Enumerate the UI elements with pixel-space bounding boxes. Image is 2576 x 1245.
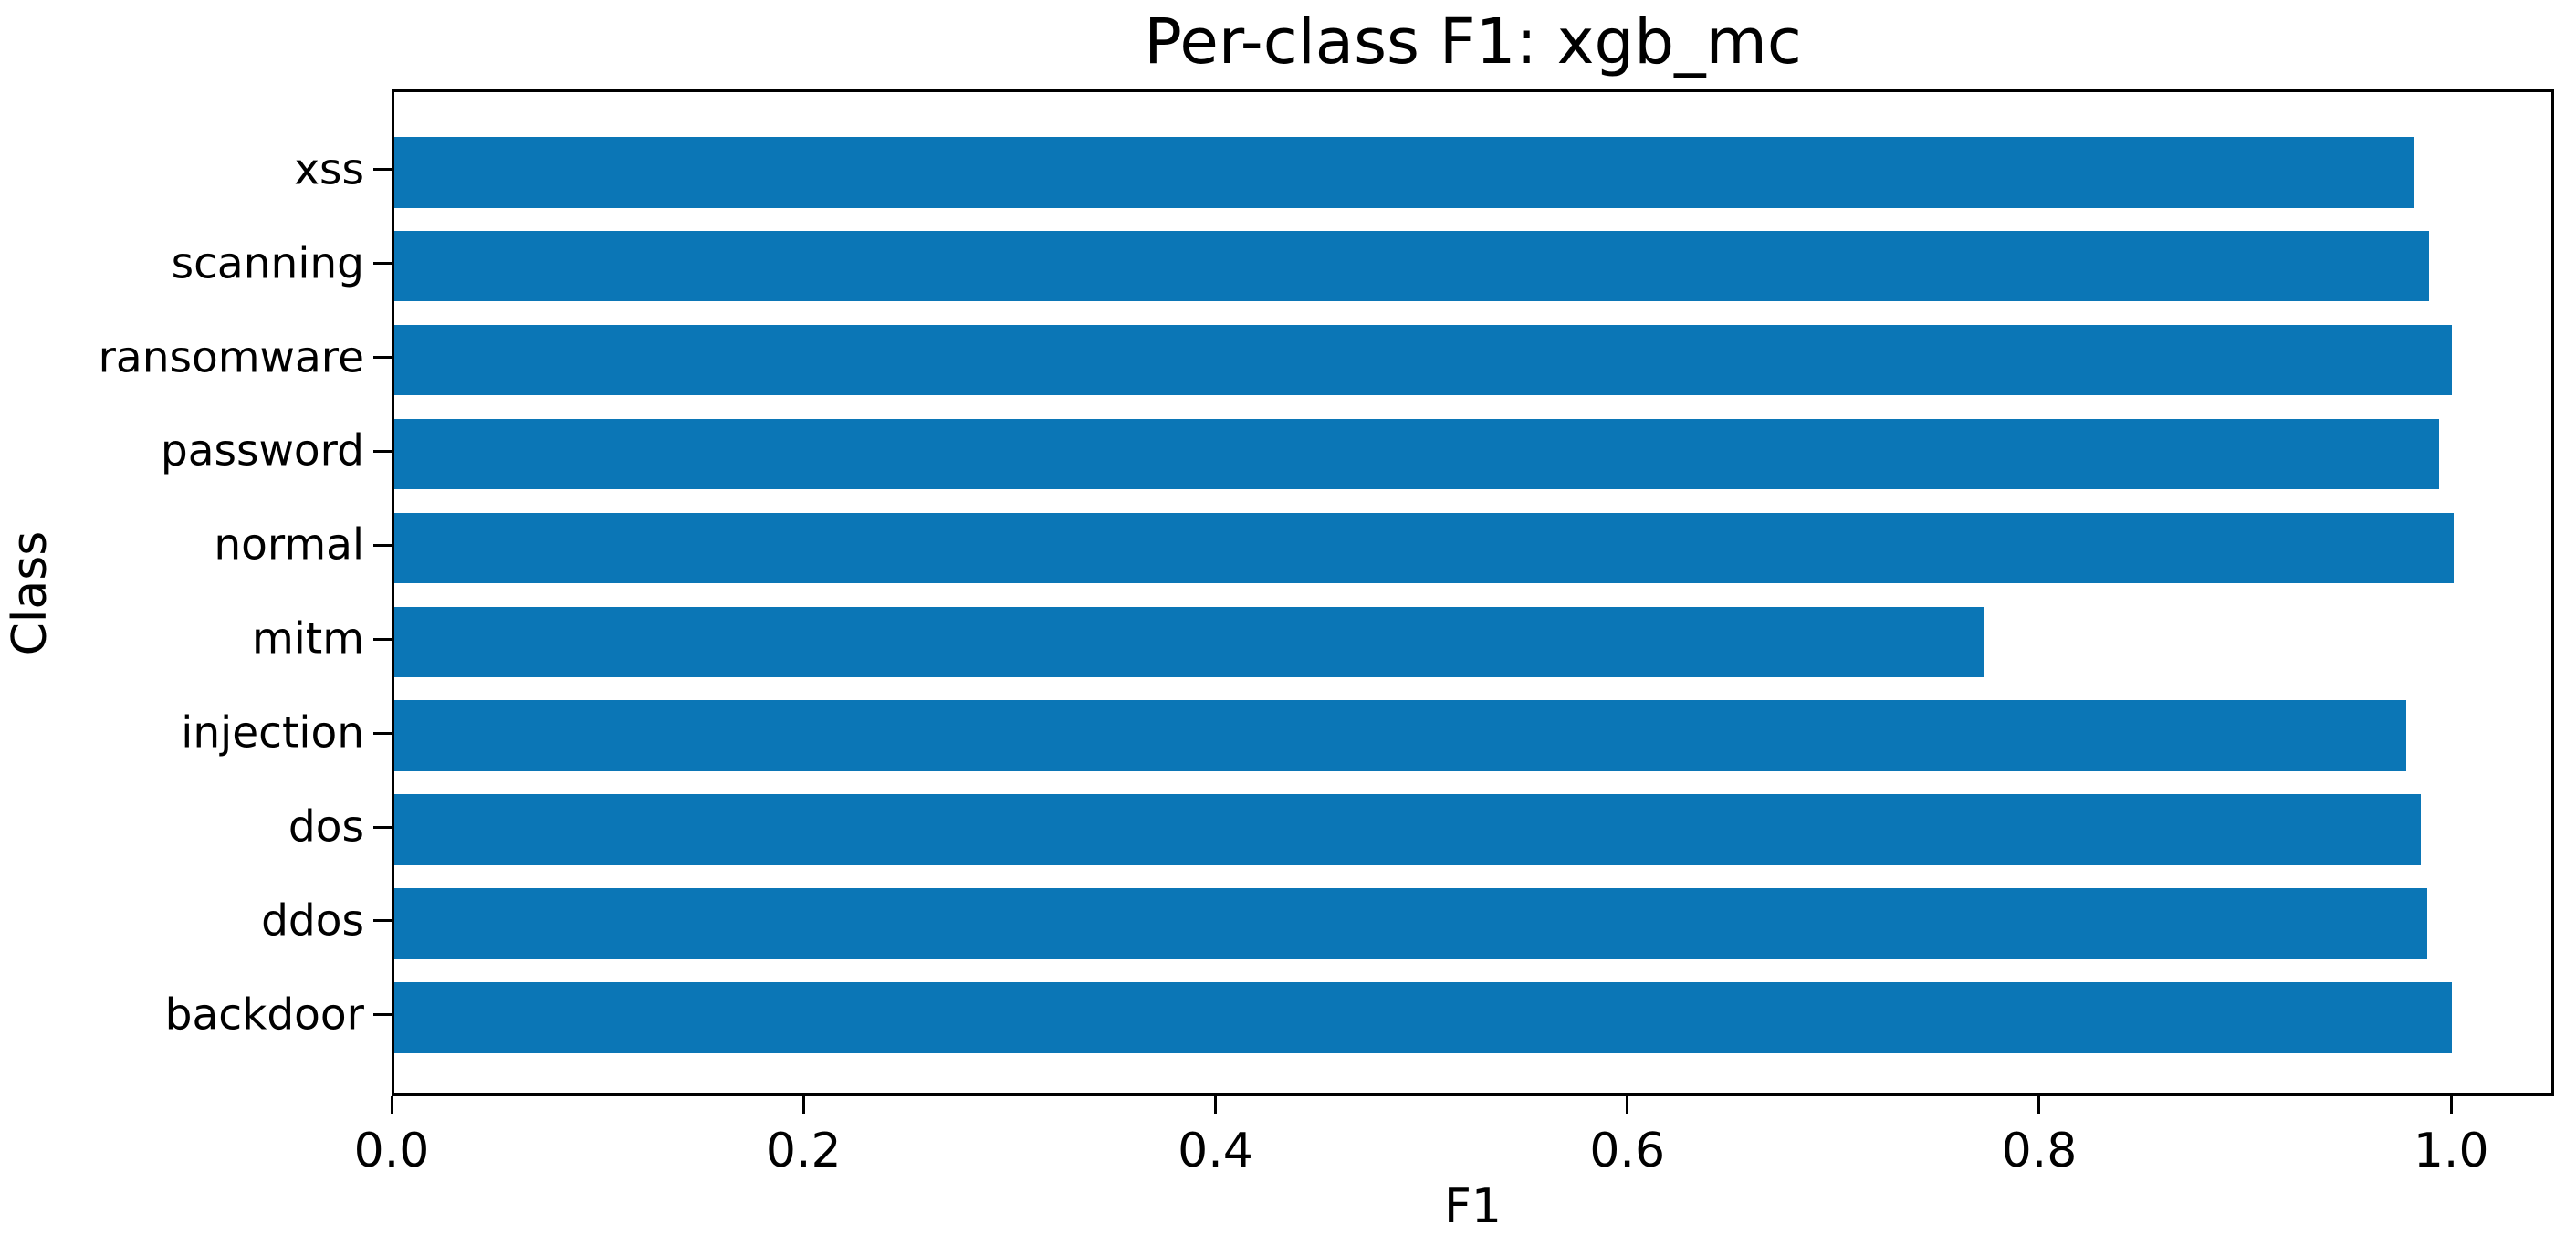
y-tick-mark	[373, 262, 392, 266]
x-tick-mark	[2037, 1096, 2041, 1114]
y-tick-label-ransomware: ransomware	[98, 332, 364, 383]
x-tick-label-0.2: 0.2	[765, 1124, 842, 1178]
bar-scanning	[394, 230, 2429, 302]
x-tick-label-0.6: 0.6	[1589, 1124, 1666, 1178]
bar-normal	[394, 512, 2454, 584]
y-tick-label-scanning: scanning	[171, 238, 364, 289]
bar-ddos	[394, 888, 2427, 959]
bar-mitm	[394, 606, 1984, 677]
y-tick-label-backdoor: backdoor	[164, 989, 364, 1041]
y-tick-label-xss: xss	[294, 144, 364, 195]
x-tick-mark	[390, 1096, 393, 1114]
y-axis-label: Class	[3, 530, 58, 656]
y-tick-mark	[373, 449, 392, 453]
plot-area	[392, 89, 2554, 1096]
y-tick-mark	[373, 825, 392, 829]
x-tick-label-0.0: 0.0	[353, 1124, 430, 1178]
bar-xss	[394, 137, 2414, 208]
x-tick-mark	[1626, 1096, 1629, 1114]
bar-backdoor	[394, 982, 2452, 1053]
x-axis-label: F1	[1444, 1179, 1502, 1234]
bar-dos	[394, 794, 2421, 865]
chart-title: Per-class F1: xgb_mc	[1144, 5, 1802, 78]
y-tick-label-normal: normal	[214, 519, 364, 570]
y-tick-label-injection: injection	[181, 707, 364, 759]
y-tick-label-mitm: mitm	[251, 613, 364, 664]
x-tick-label-1.0: 1.0	[2413, 1124, 2489, 1178]
y-tick-mark	[373, 543, 392, 547]
y-tick-mark	[373, 637, 392, 641]
x-tick-mark	[801, 1096, 805, 1114]
bar-injection	[394, 700, 2406, 771]
x-tick-mark	[1213, 1096, 1217, 1114]
y-tick-mark	[373, 356, 392, 360]
bar-ransomware	[394, 324, 2452, 396]
bar-password	[394, 418, 2439, 490]
y-tick-mark	[373, 1013, 392, 1017]
y-tick-mark	[373, 731, 392, 735]
x-tick-label-0.8: 0.8	[2001, 1124, 2078, 1178]
x-tick-label-0.4: 0.4	[1178, 1124, 1253, 1178]
y-tick-label-password: password	[160, 425, 364, 476]
y-tick-label-ddos: ddos	[261, 895, 364, 947]
y-tick-mark	[373, 168, 392, 172]
y-tick-label-dos: dos	[288, 801, 364, 853]
y-tick-mark	[373, 919, 392, 923]
x-tick-mark	[2449, 1096, 2453, 1114]
